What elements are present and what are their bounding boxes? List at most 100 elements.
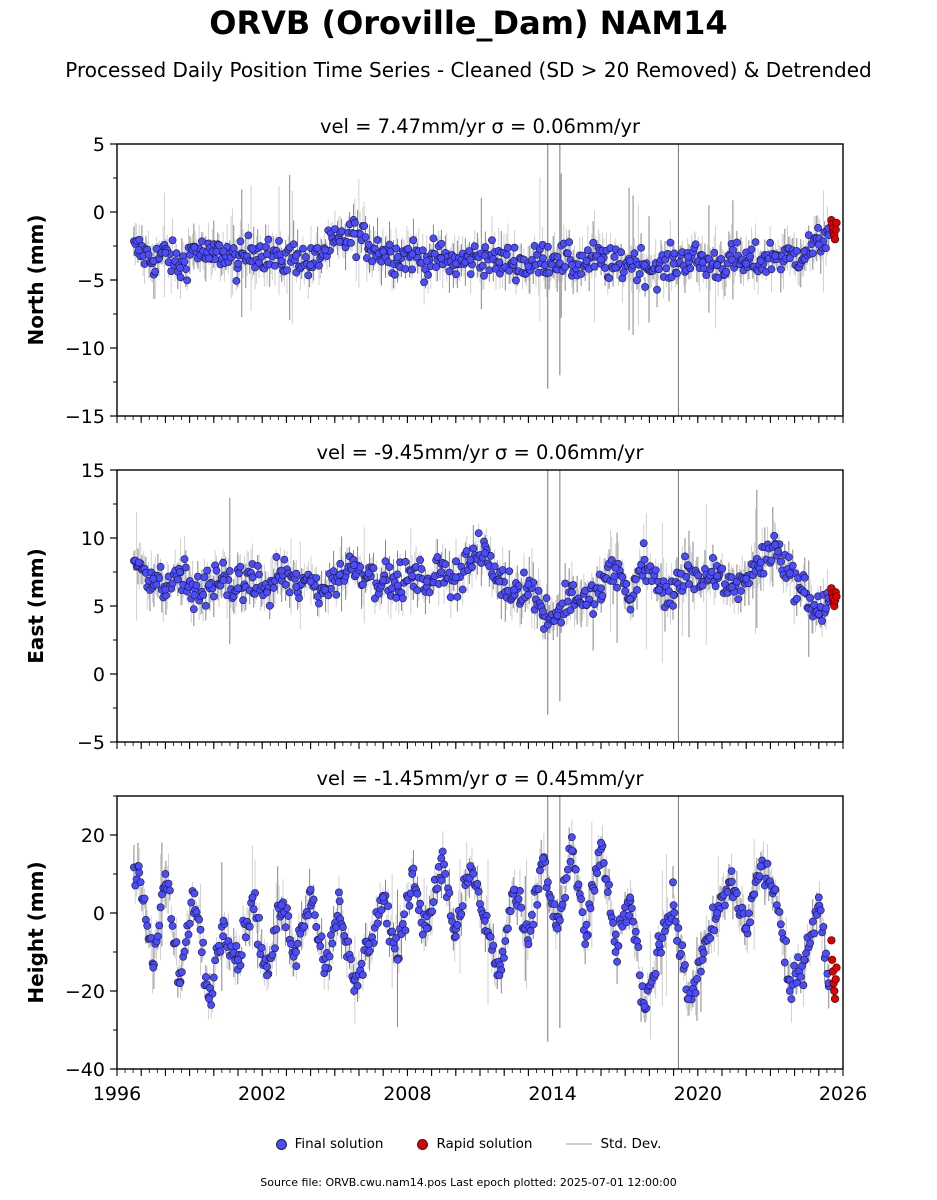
y-tick-label: 5 bbox=[93, 596, 105, 618]
final-solution-point bbox=[621, 587, 629, 596]
final-solution-point bbox=[734, 595, 743, 604]
final-solution-point bbox=[622, 579, 631, 588]
final-solution-point bbox=[269, 584, 278, 592]
final-solution-point bbox=[713, 261, 722, 269]
final-solution-point bbox=[699, 948, 708, 957]
final-solution-point bbox=[201, 602, 210, 610]
final-solution-point bbox=[742, 574, 751, 583]
final-solution-point bbox=[428, 907, 436, 916]
final-solution-point bbox=[264, 235, 273, 244]
final-solution-point bbox=[304, 911, 313, 920]
final-solution-point bbox=[393, 570, 402, 579]
final-solution-point bbox=[165, 886, 174, 895]
final-solution-point bbox=[469, 869, 478, 878]
final-solution-point bbox=[156, 903, 165, 912]
final-solution-point bbox=[568, 261, 576, 269]
final-solution-point bbox=[756, 862, 765, 871]
final-solution-point bbox=[770, 532, 779, 540]
final-solution-point bbox=[134, 246, 143, 254]
final-solution-point bbox=[792, 978, 801, 987]
final-solution-point bbox=[545, 268, 554, 277]
final-solution-point bbox=[618, 573, 627, 582]
final-solution-point bbox=[244, 231, 253, 240]
final-solution-point bbox=[315, 599, 323, 608]
final-solution-point bbox=[480, 271, 488, 280]
panel-3: −40 −20 0 20 1996 2002 2008 2014 2020 2026 vel = -… bbox=[24, 767, 867, 1105]
final-solution-point bbox=[693, 975, 701, 983]
panel-title: vel = -1.45mm/yr σ = 0.45mm/yr bbox=[316, 767, 644, 790]
final-solution-point bbox=[272, 553, 281, 561]
final-solution-point bbox=[311, 911, 319, 920]
final-solution-point bbox=[379, 576, 388, 585]
final-solution-point bbox=[800, 588, 809, 597]
y-tick-label: −20 bbox=[65, 981, 105, 1003]
final-solution-point bbox=[635, 971, 644, 980]
final-solution-point bbox=[694, 571, 703, 580]
final-solution-point bbox=[287, 940, 295, 948]
final-solution-point bbox=[168, 579, 177, 588]
final-solution-point bbox=[385, 563, 394, 571]
final-solution-point bbox=[682, 572, 691, 581]
source-footer: Source file: ORVB.cwu.nam14.pos Last epo… bbox=[260, 1176, 677, 1189]
final-solution-point bbox=[180, 947, 189, 956]
final-solution-point bbox=[418, 246, 427, 255]
x-tick-label: 2002 bbox=[238, 1083, 286, 1105]
final-solution-point bbox=[184, 930, 193, 939]
final-solution-point bbox=[785, 987, 794, 995]
final-solution-point bbox=[263, 971, 271, 980]
final-solution-point bbox=[301, 253, 310, 261]
final-solution-point bbox=[561, 579, 570, 588]
final-solution-point bbox=[542, 594, 551, 603]
final-solution-point bbox=[422, 577, 431, 586]
final-solution-point bbox=[161, 870, 170, 878]
final-solution-point bbox=[792, 247, 801, 255]
final-solution-point bbox=[234, 259, 242, 268]
final-solution-point bbox=[669, 259, 678, 268]
y-tick-label: 20 bbox=[81, 825, 105, 847]
final-solution-point bbox=[369, 564, 378, 573]
panel-title: vel = 7.47mm/yr σ = 0.06mm/yr bbox=[320, 115, 641, 138]
final-solution-point bbox=[257, 943, 266, 952]
final-solution-point bbox=[199, 591, 208, 599]
final-solution-point bbox=[626, 605, 635, 614]
final-solution-point bbox=[561, 263, 570, 271]
final-solution-point bbox=[691, 240, 700, 249]
final-solution-point bbox=[677, 949, 685, 958]
final-solution-point bbox=[197, 237, 206, 246]
final-solution-point bbox=[728, 245, 737, 254]
final-solution-point bbox=[553, 611, 562, 620]
final-solution-point bbox=[451, 573, 460, 582]
final-solution-point bbox=[417, 565, 426, 573]
final-solution-point bbox=[451, 932, 460, 941]
final-solution-point bbox=[388, 927, 397, 936]
final-solution-point bbox=[767, 265, 776, 274]
final-solution-point bbox=[437, 876, 446, 885]
final-solution-point bbox=[510, 243, 519, 252]
final-solution-point bbox=[429, 234, 438, 243]
final-solution-point bbox=[599, 859, 608, 867]
final-solution-point bbox=[582, 932, 591, 941]
final-solution-point bbox=[453, 920, 462, 929]
final-solution-point bbox=[662, 264, 671, 273]
final-solution-point bbox=[317, 932, 326, 941]
final-solution-point bbox=[309, 895, 318, 904]
y-tick-label: 0 bbox=[93, 903, 105, 925]
final-solution-point bbox=[717, 255, 725, 263]
final-solution-point bbox=[200, 573, 209, 582]
final-solution-point bbox=[627, 904, 636, 913]
final-solution-point bbox=[476, 900, 484, 908]
final-solution-point bbox=[379, 247, 388, 256]
y-tick-label: 0 bbox=[93, 664, 105, 686]
final-solution-point bbox=[196, 925, 205, 934]
rapid-solution-point bbox=[832, 592, 841, 601]
final-solution-point bbox=[610, 572, 619, 581]
final-solution-point bbox=[495, 258, 504, 267]
final-solution-point bbox=[429, 898, 438, 906]
final-solution-point bbox=[706, 934, 715, 943]
final-solution-point bbox=[379, 893, 388, 902]
final-solution-point bbox=[424, 271, 432, 279]
final-solution-point bbox=[639, 539, 648, 548]
final-solution-point bbox=[156, 562, 165, 571]
final-solution-point bbox=[756, 558, 765, 567]
final-solution-point bbox=[669, 601, 677, 610]
